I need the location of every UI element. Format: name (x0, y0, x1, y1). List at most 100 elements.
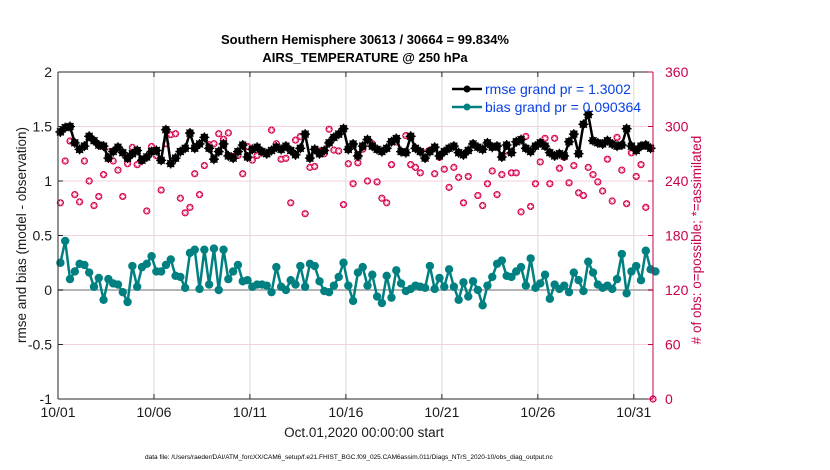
obs-count-asterisk (542, 135, 548, 141)
obs-count-asterisk (484, 181, 491, 187)
rmse-star (376, 146, 387, 157)
bias-marker (334, 272, 343, 282)
obs-count-asterisk (81, 158, 87, 164)
rmse-star (482, 137, 493, 148)
rmse-point (559, 150, 570, 161)
rmse-point (204, 143, 215, 154)
rmse-star (372, 144, 383, 155)
rmse-star (496, 152, 507, 163)
obs-count-asterisk (384, 200, 390, 206)
rmse-star (314, 148, 325, 159)
rmse-point (98, 141, 109, 152)
bias-marker (228, 267, 238, 276)
obs-count-point (450, 163, 458, 171)
bias-marker (372, 292, 382, 301)
rmse-star (640, 140, 651, 151)
rmse-star (516, 134, 527, 145)
bias-marker (483, 281, 492, 290)
obs-count-asterisk (456, 174, 462, 180)
bias-marker (324, 287, 334, 297)
obs-count-point (608, 197, 616, 205)
rmse-star (568, 129, 579, 140)
obs-count-asterisk (590, 172, 596, 178)
rmse-star (232, 146, 243, 157)
bias-marker (459, 278, 468, 287)
x-tick-label: 10/01 (40, 404, 75, 420)
rmse-point (564, 136, 575, 147)
rmse-star (554, 148, 565, 159)
rmse-star (103, 153, 114, 164)
rmse-star (160, 124, 171, 135)
rmse-star (612, 141, 623, 152)
obs-count-asterisk (350, 181, 356, 187)
obs-count-asterisk (168, 132, 174, 138)
rmse-star (112, 142, 123, 153)
y-tick-label: 2 (44, 64, 52, 80)
obs-count-point (224, 129, 232, 137)
bias-marker (425, 261, 435, 271)
rmse-point (180, 143, 191, 154)
obs-count-point (119, 192, 127, 201)
legend: rmse grand pr = 1.3002 bias grand pr = 0… (452, 81, 641, 115)
obs-count-point (200, 161, 208, 170)
rmse-star (84, 131, 95, 142)
data-file-footnote: data file: /Users/raeder/DAI/ATM_forcXX/… (145, 454, 554, 461)
rmse-star (252, 142, 263, 153)
bias-marker (180, 283, 190, 293)
bias-marker (339, 258, 348, 267)
obs-count-asterisk (336, 148, 342, 154)
obs-count-point (613, 133, 621, 141)
obs-count-asterisk (196, 192, 203, 198)
rmse-star (328, 132, 339, 143)
rmse-point (237, 140, 248, 151)
obs-count-asterisk (388, 162, 395, 168)
x-tick-label: 10/11 (233, 404, 267, 420)
rmse-star (381, 143, 392, 154)
bias-marker (392, 266, 401, 275)
rmse-point (573, 148, 584, 159)
rmse-star (506, 147, 517, 158)
bias-marker (435, 273, 444, 283)
obs-count-point (349, 180, 357, 188)
obs-count-point (335, 147, 343, 155)
bias-marker (281, 285, 291, 295)
bias-marker (507, 272, 516, 282)
rmse-star (520, 143, 531, 154)
bias-marker (200, 245, 209, 254)
obs-count-point (325, 125, 333, 133)
obs-count-asterisk (532, 181, 539, 187)
bias-marker (516, 262, 526, 272)
bias-marker (195, 284, 204, 294)
rmse-star (453, 147, 464, 158)
obs-count-asterisk (163, 141, 169, 147)
bias-marker (132, 282, 142, 291)
rmse-star (93, 140, 104, 151)
rmse-star (607, 138, 618, 149)
rmse-star (487, 142, 498, 153)
rmse-point (348, 138, 359, 149)
rmse-point (156, 155, 167, 166)
obs-count-point (589, 171, 597, 179)
rmse-point (338, 123, 349, 134)
rmse-star (204, 143, 215, 154)
bias-marker (651, 267, 660, 276)
rmse-star (98, 141, 109, 152)
rmse-point (290, 149, 301, 160)
obs-count-point (527, 202, 535, 211)
legend-bias-label: bias grand pr = 0.090364 (485, 99, 641, 115)
bias-marker (377, 298, 387, 308)
bias-marker (540, 270, 550, 279)
bias-marker (65, 274, 75, 284)
bias-marker (267, 287, 276, 297)
obs-count-asterisk (585, 164, 591, 170)
rmse-star (156, 155, 167, 166)
rmse-point (170, 153, 181, 164)
obs-count-asterisk (187, 204, 193, 210)
bias-marker (444, 265, 454, 274)
obs-count-asterisk (566, 180, 572, 186)
rmse-star (357, 141, 368, 152)
rmse-point (568, 129, 579, 140)
rmse-star (588, 135, 599, 146)
obs-count-asterisk (475, 192, 481, 199)
y-right-tick-label: 0 (665, 391, 673, 407)
